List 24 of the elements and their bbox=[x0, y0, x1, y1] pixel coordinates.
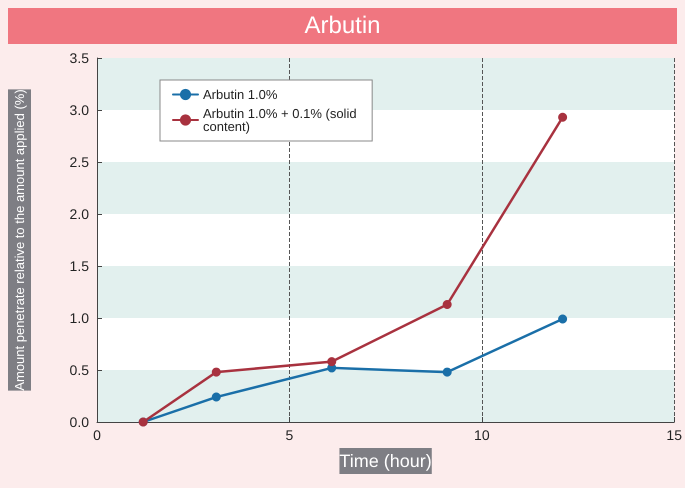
y-tick-label: 1.5 bbox=[70, 258, 90, 274]
legend-label: Arbutin 1.0% + 0.1% (solid content) bbox=[203, 106, 360, 134]
point bbox=[212, 392, 221, 402]
point bbox=[327, 357, 336, 366]
legend-label: Arbutin 1.0% bbox=[203, 87, 278, 102]
x-tick-label: 0 bbox=[93, 427, 102, 443]
point bbox=[212, 368, 221, 377]
y-tick-label: 3.0 bbox=[70, 102, 90, 118]
point bbox=[442, 368, 452, 377]
y-tick-label: 0.5 bbox=[70, 362, 90, 378]
y-tick-label: 0.0 bbox=[70, 414, 90, 430]
y-tick-label: 1.0 bbox=[70, 310, 90, 326]
y-tick-label: 2.5 bbox=[70, 154, 90, 170]
point bbox=[558, 112, 568, 122]
point bbox=[442, 300, 452, 309]
x-axis-title: Time (hour) bbox=[339, 451, 432, 471]
y-tick-label: 2.0 bbox=[70, 206, 90, 222]
y-axis-title: Amount penetrate relative to the amount applied (%) bbox=[12, 89, 27, 391]
point bbox=[558, 314, 568, 324]
x-tick-label: 15 bbox=[666, 427, 682, 443]
x-tick-label: 5 bbox=[286, 427, 294, 443]
y-tick-label: 3.5 bbox=[70, 50, 90, 66]
x-tick-label: 10 bbox=[474, 427, 490, 443]
chart-title: Arbutin bbox=[8, 8, 677, 44]
